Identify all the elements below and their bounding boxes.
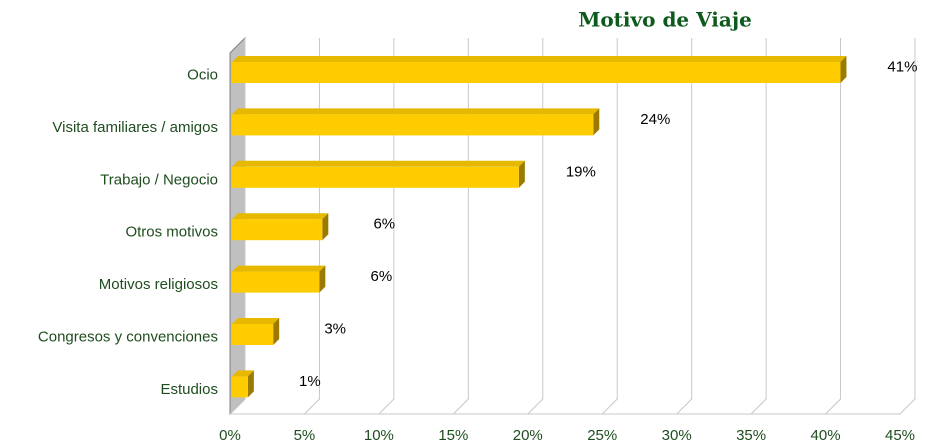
x-tick-label: 20%	[513, 427, 543, 444]
bar-front	[232, 219, 323, 241]
x-tick-label: 40%	[811, 427, 841, 444]
category-label: Ocio	[187, 66, 218, 83]
bar-front	[232, 324, 274, 345]
grid-line	[899, 38, 916, 415]
grid-line	[304, 38, 320, 415]
value-label: 6%	[373, 216, 395, 233]
grid-line	[601, 38, 618, 415]
bar-side	[247, 370, 254, 398]
bar-top	[232, 160, 525, 167]
x-tick-label: 0%	[219, 427, 241, 444]
category-label: Congresos y convenciones	[38, 328, 218, 345]
bar-side	[840, 56, 847, 83]
bar-front	[232, 166, 519, 188]
category-label: Otros motivos	[125, 224, 218, 241]
value-label: 6%	[370, 268, 392, 285]
category-label: Visita familiares / amigos	[52, 119, 218, 136]
bar	[232, 265, 326, 293]
grid-line	[750, 38, 767, 415]
bar	[232, 108, 600, 136]
grid-line	[825, 38, 842, 415]
chart-title: Motivo de Viaje	[578, 8, 752, 32]
category-label: Estudios	[160, 381, 218, 398]
bar-side	[593, 108, 600, 136]
bar	[232, 318, 280, 345]
bar	[232, 56, 847, 83]
bar-front	[232, 62, 841, 83]
value-label: 1%	[299, 373, 321, 390]
bar-top	[232, 318, 280, 324]
bar-top	[232, 213, 329, 220]
bar	[232, 213, 329, 241]
value-label: 41%	[887, 58, 917, 75]
value-label: 24%	[640, 111, 670, 128]
x-tick-label: 25%	[587, 427, 617, 444]
bar-front	[232, 114, 594, 136]
bar-side	[273, 318, 280, 345]
bar-front	[232, 271, 320, 293]
category-label: Motivos religiosos	[99, 276, 218, 293]
grid-line	[378, 38, 395, 415]
bar-side	[322, 213, 329, 241]
grid-line	[229, 38, 246, 415]
bar	[232, 370, 254, 398]
bar-top	[232, 265, 326, 272]
x-tick-label: 5%	[294, 427, 316, 444]
category-label: Trabajo / Negocio	[100, 171, 218, 188]
grid-line	[676, 38, 693, 415]
bar	[232, 160, 525, 188]
value-label: 3%	[324, 320, 346, 337]
bar-top	[232, 108, 600, 115]
x-tick-label: 10%	[364, 427, 394, 444]
grid-line	[527, 38, 544, 415]
value-label: 19%	[566, 163, 596, 180]
x-tick-label: 35%	[736, 427, 766, 444]
x-tick-label: 45%	[885, 427, 915, 444]
bar-top	[232, 370, 254, 377]
bar-side	[518, 160, 525, 188]
x-tick-label: 15%	[438, 427, 468, 444]
bar-front	[232, 376, 248, 398]
x-tick-label: 30%	[662, 427, 692, 444]
bar-side	[319, 265, 326, 293]
bar-top	[232, 56, 847, 62]
grid-line	[452, 38, 469, 415]
